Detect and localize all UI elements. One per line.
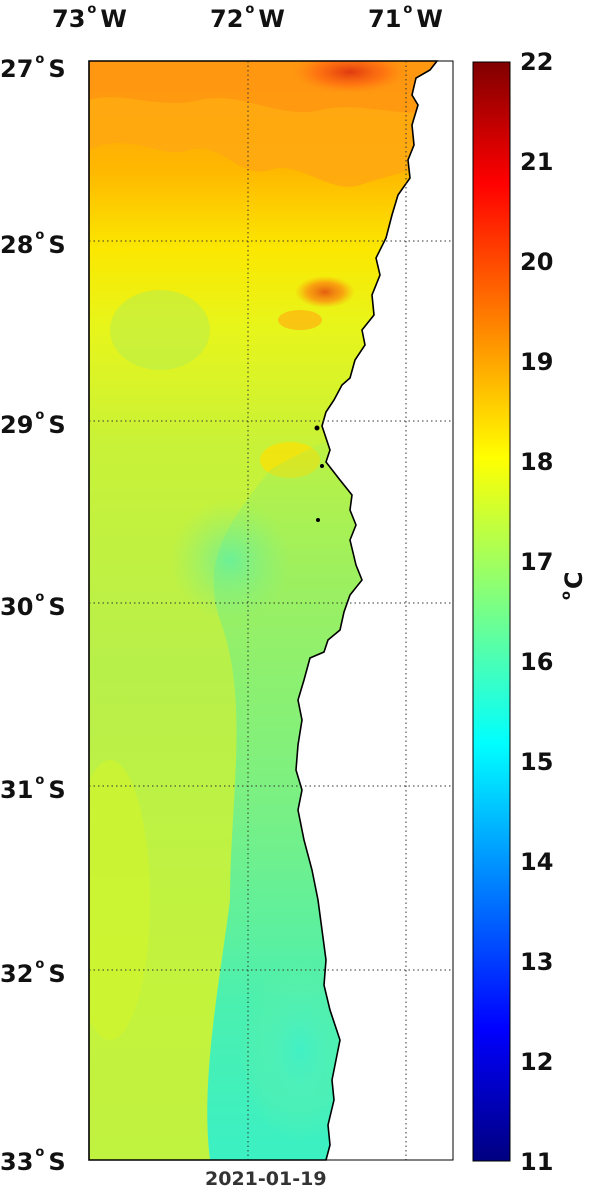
map-frame xyxy=(88,60,454,1161)
colorbar-tick: 21 xyxy=(520,148,554,176)
lon-label-73: 73 o W xyxy=(52,2,127,33)
lat-label-32: 32 o S xyxy=(0,957,66,988)
lon-label-71: 71 o W xyxy=(368,2,443,33)
graticule xyxy=(89,61,453,1160)
colorbar-tick: 17 xyxy=(520,548,554,576)
colorbar-frame xyxy=(472,61,511,1162)
colorbar-unit-label: oC xyxy=(559,571,588,600)
colorbar-tick: 14 xyxy=(520,848,554,876)
colorbar-tick: 19 xyxy=(520,348,554,376)
lat-label-27: 27 o S xyxy=(0,52,66,83)
lat-label-31: 31 o S xyxy=(0,773,66,804)
colorbar xyxy=(473,62,510,1161)
colorbar-tick: 12 xyxy=(520,1048,554,1076)
island-marker xyxy=(320,464,324,468)
lon-label-72: 72 o W xyxy=(210,2,285,33)
island-marker xyxy=(316,518,320,522)
colorbar-tick: 11 xyxy=(520,1148,554,1176)
colorbar-tick: 13 xyxy=(520,948,554,976)
island-marker xyxy=(314,425,320,431)
colorbar-tick: 16 xyxy=(520,648,554,676)
sst-field xyxy=(89,61,437,1160)
colorbar-tick: 18 xyxy=(520,448,554,476)
lat-label-28: 28 o S xyxy=(0,228,66,259)
colorbar-tick: 20 xyxy=(520,248,554,276)
lat-label-29: 29 o S xyxy=(0,408,66,439)
colorbar-tick: 15 xyxy=(520,748,554,776)
lat-label-30: 30 o S xyxy=(0,590,66,621)
colorbar-tick: 22 xyxy=(520,48,554,76)
date-label: 2021-01-19 xyxy=(205,1168,327,1190)
lat-label-33: 33 o S xyxy=(0,1145,66,1176)
